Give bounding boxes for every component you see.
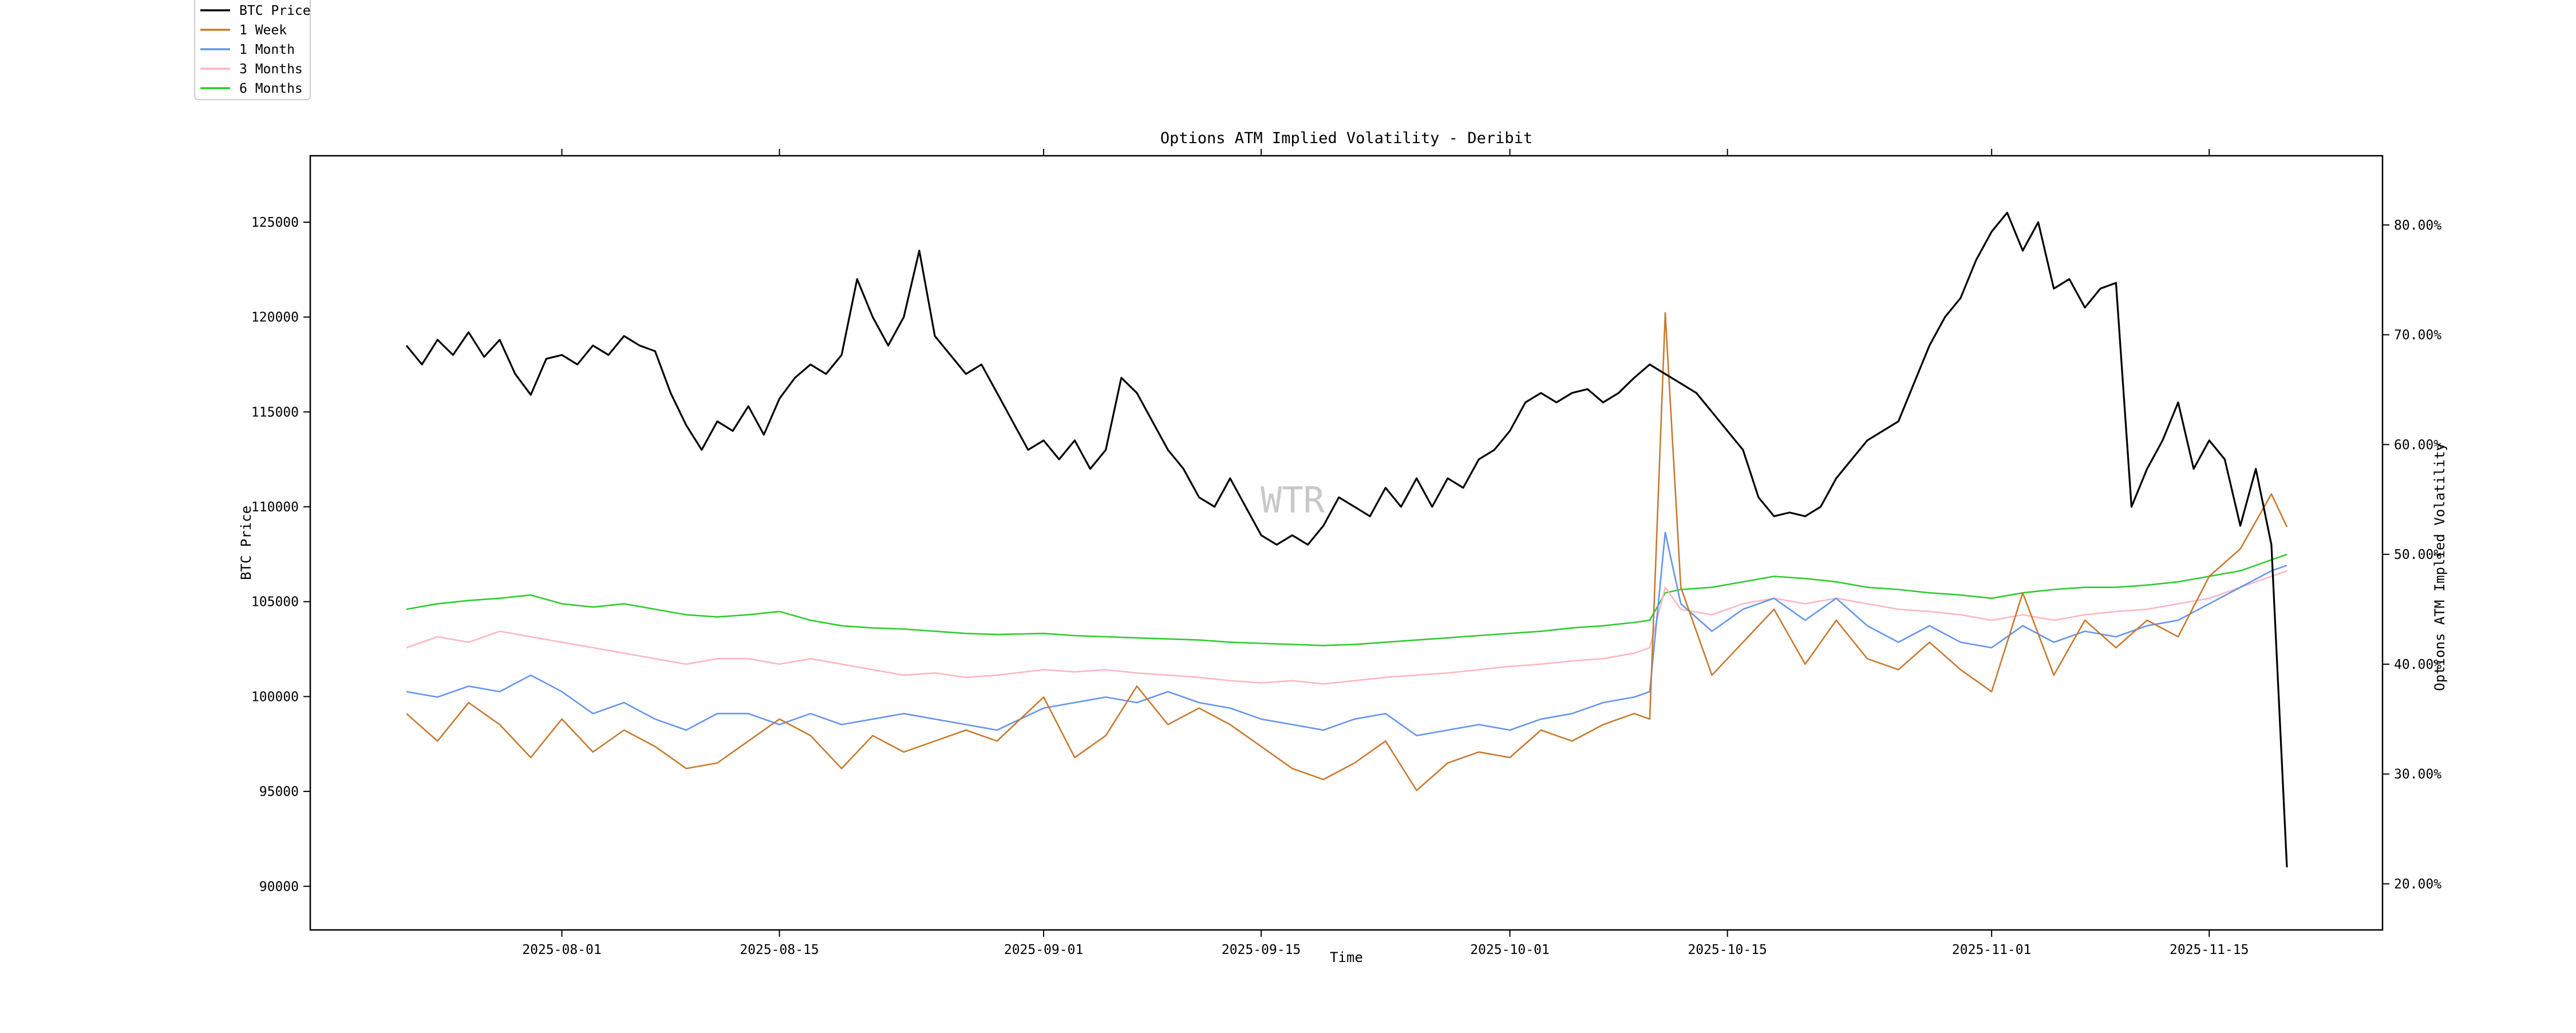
y-right-tick-label: 80.00% (2394, 218, 2441, 233)
ticks-layer: 2025-08-01 2025-08-15 2025-09-01 2025-09-15… (251, 149, 2441, 957)
x-tick-label: 2025-09-15 (1222, 943, 1301, 957)
y-right-tick-label: 70.00% (2394, 328, 2441, 343)
y-left-tick-label: 110000 (251, 500, 299, 515)
y-left-tick-label: 105000 (251, 595, 299, 610)
x-axis-label: Time (1330, 949, 1363, 965)
series-line-1-month (406, 531, 2287, 736)
y-right-tick-label: 20.00% (2394, 877, 2441, 892)
y-axis-right-label: Options ATM Implied Volatility (2432, 443, 2448, 691)
y-right-tick-label: 40.00% (2394, 657, 2441, 672)
watermark: WTR (1261, 479, 1325, 521)
y-right-tick-label: 30.00% (2394, 767, 2441, 782)
x-tick-label: 2025-10-01 (1470, 943, 1549, 957)
series-line-1-week (406, 312, 2288, 791)
series-line-3-months (406, 570, 2287, 685)
x-tick-label: 2025-09-01 (1004, 943, 1083, 957)
legend-label: 6 Months (239, 81, 303, 96)
x-tick-label: 2025-11-15 (2170, 943, 2249, 957)
chart-title: Options ATM Implied Volatility - Deribit (1160, 129, 1532, 147)
y-left-tick-label: 100000 (251, 689, 299, 704)
series-line-btc-price (405, 211, 2288, 868)
x-tick-label: 2025-08-15 (740, 943, 819, 957)
y-left-tick-label: 95000 (259, 784, 299, 799)
y-left-tick-label: 115000 (251, 405, 299, 420)
series-line-6-months (406, 553, 2287, 646)
y-axis-left-label: BTC Price (238, 506, 254, 580)
x-tick-label: 2025-10-15 (1688, 943, 1767, 957)
y-left-tick-label: 125000 (251, 215, 299, 230)
series-layer (405, 211, 2288, 868)
legend: BTC Price 1 Week 1 Month 3 Months 6 Months (194, 0, 311, 100)
y-right-tick-label: 60.00% (2394, 437, 2441, 452)
y-right-tick-label: 50.00% (2394, 547, 2441, 562)
x-tick-label: 2025-11-01 (1952, 943, 2031, 957)
legend-label: 1 Month (239, 42, 295, 57)
y-left-tick-label: 120000 (251, 310, 299, 325)
legend-label: 3 Months (239, 62, 303, 77)
legend-box (194, 0, 311, 100)
y-left-tick-label: 90000 (259, 880, 299, 894)
legend-label: 1 Week (239, 23, 287, 38)
legend-label: BTC Price (239, 3, 311, 18)
plot-frame (309, 155, 2384, 931)
x-tick-label: 2025-08-01 (522, 943, 601, 957)
